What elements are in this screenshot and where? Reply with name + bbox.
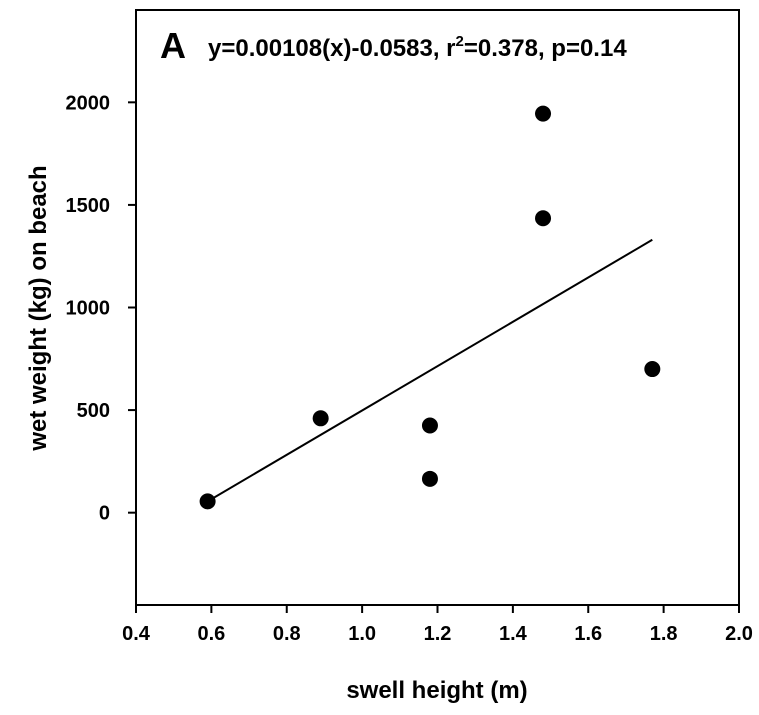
y-tick-label: 2000: [66, 92, 111, 114]
y-tick-label: 1500: [66, 195, 111, 217]
regression-equation: y=0.00108(x)-0.0583, r2=0.378, p=0.14: [208, 33, 627, 62]
data-point: [535, 105, 552, 122]
regression-line: [207, 238, 653, 503]
regression-line-group: [207, 238, 653, 503]
y-axis-title: wet weight (kg) on beach: [25, 165, 52, 451]
x-axis-ticks: 0.4 0.6 0.8 1.0 1.2 1.4 1.6 1.8 2.0: [122, 605, 753, 645]
data-point: [421, 470, 438, 487]
x-tick-label: 2.0: [725, 623, 753, 645]
data-point: [644, 361, 661, 378]
data-point: [535, 210, 552, 227]
x-tick-label: 1.0: [348, 623, 376, 645]
y-axis-ticks: 0 500 1000 1500 2000: [66, 92, 136, 525]
x-tick-label: 1.8: [650, 623, 678, 645]
x-tick-label: 1.2: [424, 623, 452, 645]
y-tick-label: 500: [77, 400, 110, 422]
x-tick-label: 1.4: [499, 623, 528, 645]
x-tick-label: 1.6: [574, 623, 602, 645]
x-axis-title: swell height (m): [346, 677, 527, 704]
data-point: [312, 410, 329, 427]
x-tick-label: 0.6: [197, 623, 225, 645]
equation-suffix: =0.378, p=0.14: [464, 35, 627, 62]
equation-superscript: 2: [456, 33, 464, 50]
x-tick-label: 0.8: [273, 623, 301, 645]
data-point: [421, 417, 438, 434]
data-points: [199, 105, 661, 510]
equation-prefix: y=0.00108(x)-0.0583, r: [208, 35, 456, 62]
panel-label: A: [160, 25, 186, 66]
plot-frame: [135, 9, 740, 606]
y-tick-label: 1000: [66, 298, 111, 320]
x-tick-label: 0.4: [122, 623, 151, 645]
data-point: [199, 493, 216, 510]
y-tick-label: 0: [99, 503, 110, 525]
